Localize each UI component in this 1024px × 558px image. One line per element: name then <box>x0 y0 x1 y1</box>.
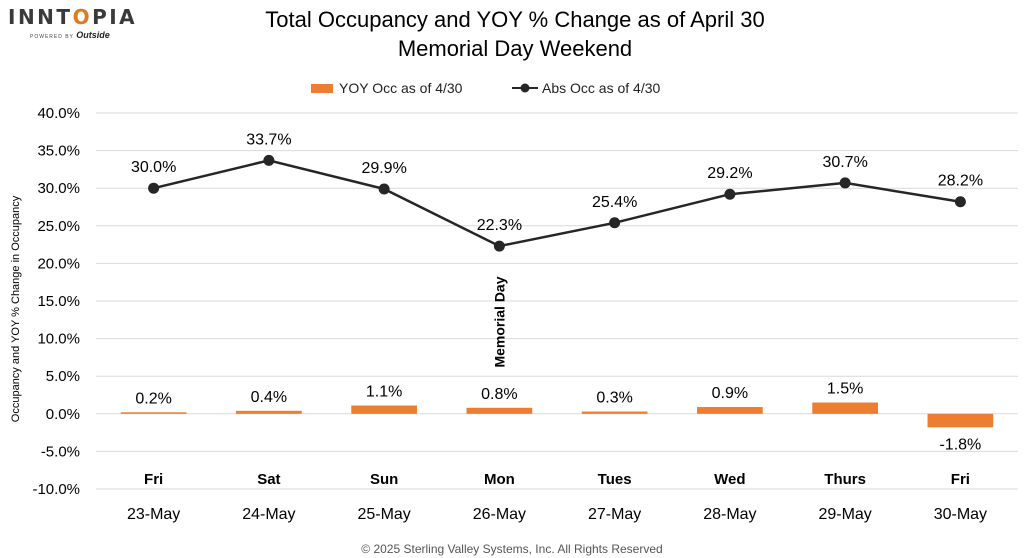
logo-wordmark: INNTOPIA <box>8 5 138 29</box>
chart-subtitle: Memorial Day Weekend <box>397 36 633 61</box>
line-data-label: 30.7% <box>822 154 867 171</box>
bar <box>466 407 533 414</box>
y-tick-label: 20.0% <box>37 255 80 272</box>
line-point <box>609 217 621 229</box>
line-point <box>954 196 966 208</box>
series-line <box>153 159 961 248</box>
bar-data-label: 1.1% <box>366 384 402 401</box>
line-point <box>724 188 736 200</box>
line-data-label: 29.2% <box>707 165 752 182</box>
bar <box>120 412 187 414</box>
x-day-label: Tues <box>598 471 632 488</box>
legend-bar-swatch <box>311 83 333 93</box>
x-tick-label: 28-May <box>703 506 756 523</box>
line-point <box>493 240 505 252</box>
bar <box>581 411 648 414</box>
y-tick-label: -5.0% <box>41 443 80 460</box>
logo-powered-by: POWERED BY <box>30 34 74 40</box>
y-tick-label: 40.0% <box>37 105 80 122</box>
x-day-label: Sun <box>370 471 398 488</box>
bar <box>812 402 878 414</box>
x-tick-label: 24-May <box>242 506 295 523</box>
x-tick-label: 25-May <box>357 506 410 523</box>
bar <box>697 407 763 414</box>
x-tick-label: 23-May <box>127 506 180 523</box>
x-tick-label: 27-May <box>588 506 641 523</box>
line-point <box>263 154 275 166</box>
legend-bar-label: YOY Occ as of 4/30 <box>339 80 463 96</box>
bar-data-label: 0.8% <box>481 386 517 403</box>
x-day-label: Mon <box>484 471 515 488</box>
x-tick-label: 26-May <box>473 506 526 523</box>
x-day-label: Wed <box>714 471 745 488</box>
chart-legend: YOY Occ as of 4/30 Abs Occ as of 4/30 <box>0 80 1024 100</box>
line-data-label: 28.2% <box>938 173 983 190</box>
bar-data-label: 1.5% <box>827 381 863 398</box>
bar-data-label: 0.3% <box>596 390 632 407</box>
y-tick-label: 25.0% <box>37 218 80 235</box>
bar-data-label: 0.2% <box>135 390 171 407</box>
line-data-label: 25.4% <box>592 194 637 211</box>
x-day-label: Fri <box>951 471 970 488</box>
bar <box>236 410 302 414</box>
y-tick-label: 5.0% <box>46 368 80 385</box>
chart-title: Total Occupancy and YOY % Change as of A… <box>265 7 765 32</box>
line-data-label: 22.3% <box>477 217 522 234</box>
copyright-footer: © 2025 Sterling Valley Systems, Inc. All… <box>361 542 663 556</box>
x-day-label: Sat <box>257 471 280 488</box>
line-point <box>839 177 851 189</box>
x-tick-label: 29-May <box>818 506 871 523</box>
y-tick-label: 30.0% <box>37 180 80 197</box>
legend-line-label: Abs Occ as of 4/30 <box>542 80 661 96</box>
x-tick-label: 30-May <box>934 506 987 523</box>
bar <box>351 405 417 414</box>
bar-data-label: -1.8% <box>939 436 981 453</box>
logo-partner: Outside <box>76 30 110 40</box>
y-tick-label: -10.0% <box>32 481 80 498</box>
logo-tagline: POWERED BY Outside <box>30 31 130 41</box>
memorial-day-annotation: Memorial Day <box>491 276 507 367</box>
legend-item-line: Abs Occ as of 4/30 <box>512 80 660 96</box>
line-data-label: 30.0% <box>131 159 176 176</box>
line-data-label: 29.9% <box>361 160 406 177</box>
line-data-label: 33.7% <box>246 131 291 148</box>
inntopia-logo: INNTOPIA POWERED BY Outside <box>8 5 138 41</box>
x-day-label: Fri <box>144 471 163 488</box>
line-point <box>378 183 390 195</box>
legend-line-swatch <box>512 83 538 93</box>
bar-data-label: 0.4% <box>251 389 287 406</box>
bar-data-label: 0.9% <box>712 385 748 402</box>
x-day-label: Thurs <box>824 471 866 488</box>
line-point <box>148 182 160 194</box>
y-tick-label: 10.0% <box>37 331 80 348</box>
legend-item-bar: YOY Occ as of 4/30 <box>311 80 462 96</box>
bar <box>927 413 994 428</box>
chart-plot: -10.0% -5.0% 0.0% 5.0% 10.0% 15.0% 20.0% 25.0% 3… <box>10 105 1018 523</box>
y-tick-label: 15.0% <box>37 293 80 310</box>
y-axis-label: Occupancy and YOY % Change in Occupancy <box>10 195 22 422</box>
y-tick-label: 0.0% <box>46 406 80 423</box>
y-tick-label: 35.0% <box>37 143 80 160</box>
